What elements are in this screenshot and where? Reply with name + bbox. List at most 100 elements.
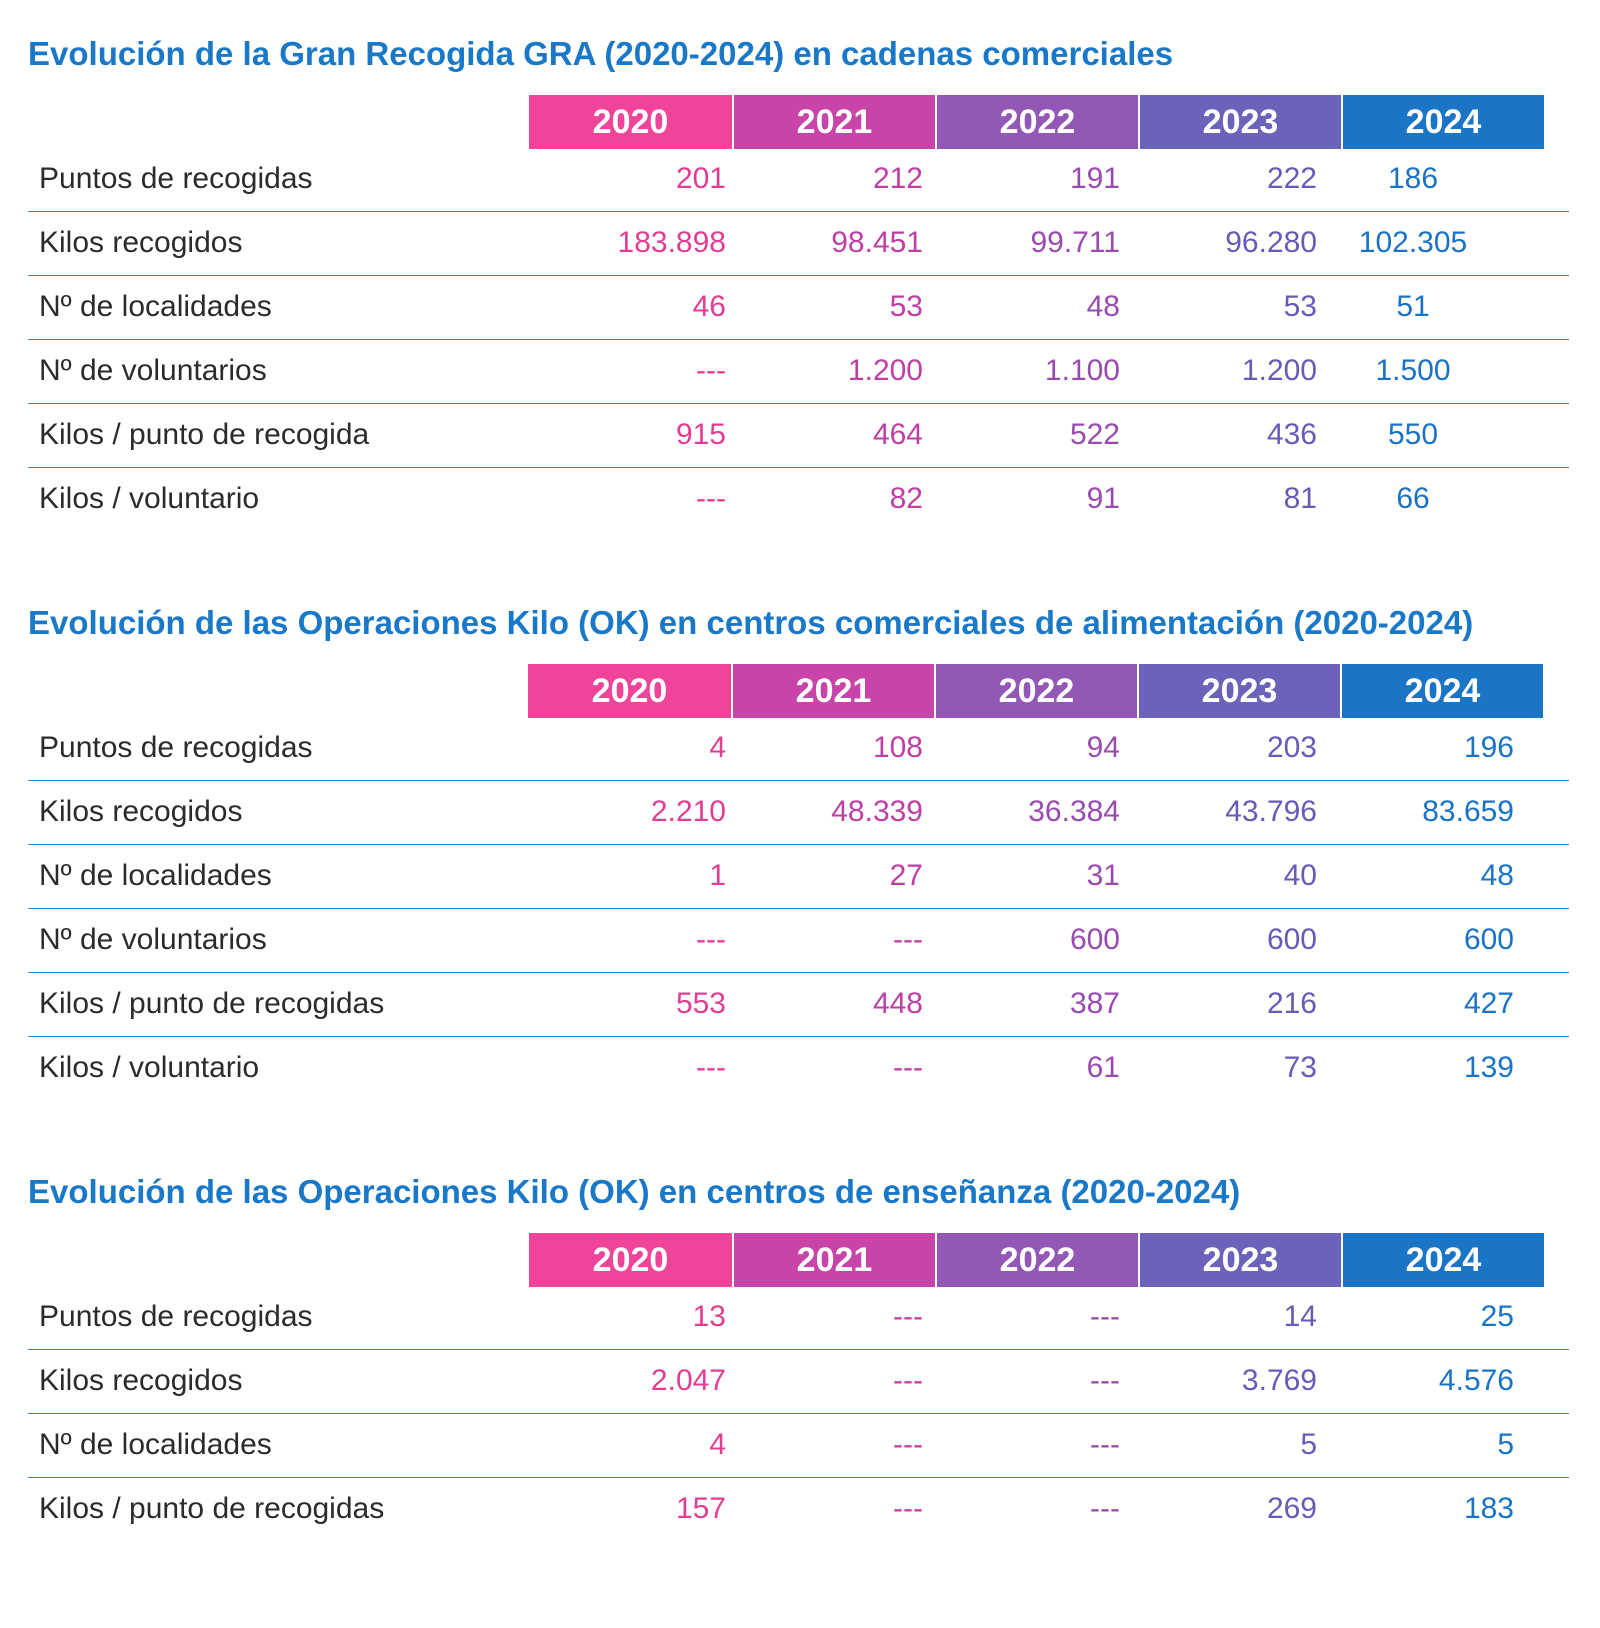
row-label: Kilos / punto de recogidas (39, 987, 385, 1020)
row-label: Nº de localidades (39, 290, 272, 323)
value-2020: 553 (675, 987, 726, 1020)
row-label: Nº de voluntarios (39, 923, 267, 956)
row-label: Kilos / punto de recogida (39, 418, 370, 451)
value-2024: 66 (1396, 482, 1430, 515)
value-2020: 13 (692, 1300, 726, 1333)
table-body: Puntos de recogidas 201 212 191 222 186 … (28, 148, 1569, 532)
row-label: Kilos recogidos (39, 795, 243, 828)
value-2022: 522 (1069, 418, 1120, 451)
table-title: Evolución de las Operaciones Kilo (OK) e… (28, 604, 1474, 641)
value-2020: --- (696, 354, 726, 387)
value-2023: 14 (1283, 1300, 1317, 1333)
row-label: Puntos de recogidas (39, 1300, 313, 1333)
value-2021: 464 (872, 418, 923, 451)
value-2022: 99.711 (1030, 226, 1120, 259)
value-2020: 4 (709, 1428, 726, 1461)
year-header-cell: 2021 (731, 664, 934, 718)
value-2021: 48.339 (831, 795, 923, 828)
year-header-cell: 2021 (732, 1233, 935, 1287)
row-label: Kilos / voluntario (39, 482, 260, 515)
year-header-cell: 2024 (1341, 1233, 1544, 1287)
value-2020: --- (696, 923, 726, 956)
table-row: Nº de localidades 4 --- --- 5 5 (28, 1414, 1569, 1478)
value-2022: 387 (1069, 987, 1120, 1020)
value-2021: 108 (872, 731, 923, 764)
row-label: Nº de localidades (39, 1428, 272, 1461)
value-2024: 102.305 (1358, 226, 1468, 259)
value-2022: --- (1090, 1492, 1120, 1525)
value-2021: --- (893, 1428, 923, 1461)
table-row: Nº de localidades 1 27 31 40 48 (28, 845, 1569, 909)
value-2023: 203 (1266, 731, 1317, 764)
value-2022: 600 (1069, 923, 1120, 956)
table-row: Nº de voluntarios --- --- 600 600 600 (28, 909, 1569, 973)
value-2024: 196 (1463, 731, 1514, 764)
value-2022: 1.100 (1044, 354, 1120, 387)
value-2022: 94 (1086, 731, 1120, 764)
row-label: Nº de localidades (39, 859, 272, 892)
value-2024: 51 (1396, 290, 1430, 323)
value-2024: 186 (1387, 162, 1439, 195)
value-2020: 1 (709, 859, 726, 892)
table-row: Kilos / voluntario --- --- 61 73 139 (28, 1037, 1569, 1101)
table-row: Kilos recogidos 2.210 48.339 36.384 43.7… (28, 781, 1569, 845)
year-header-cell: 2021 (732, 95, 935, 149)
value-2021: 27 (889, 859, 923, 892)
table-row: Puntos de recogidas 201 212 191 222 186 (28, 148, 1569, 212)
value-2022: --- (1090, 1428, 1120, 1461)
row-label: Nº de voluntarios (39, 354, 267, 387)
table-row: Kilos / punto de recogida 915 464 522 43… (28, 404, 1569, 468)
value-2024: 25 (1480, 1300, 1514, 1333)
year-header-cell: 2022 (935, 1233, 1138, 1287)
value-2023: 269 (1266, 1492, 1317, 1525)
year-header: 2020 2021 2022 2023 2024 (529, 95, 1544, 149)
value-2024: 83.659 (1422, 795, 1514, 828)
value-2024: 1.500 (1375, 354, 1451, 387)
table-row: Puntos de recogidas 13 --- --- 14 25 (28, 1286, 1569, 1350)
value-2021: 1.200 (847, 354, 923, 387)
value-2020: 915 (675, 418, 726, 451)
value-2024: 183 (1463, 1492, 1514, 1525)
value-2024: 139 (1463, 1051, 1514, 1084)
table-row: Kilos / voluntario --- 82 91 81 66 (28, 468, 1569, 532)
row-label: Kilos / punto de recogidas (39, 1492, 385, 1525)
table-row: Kilos / punto de recogidas 157 --- --- 2… (28, 1478, 1569, 1542)
value-2024: 4.576 (1438, 1364, 1514, 1397)
value-2021: 212 (872, 162, 923, 195)
value-2020: 201 (675, 162, 726, 195)
value-2023: 81 (1283, 482, 1317, 515)
year-header-cell: 2022 (934, 664, 1137, 718)
value-2023: 436 (1266, 418, 1317, 451)
table-section-gra: Evolución de la Gran Recogida GRA (2020-… (28, 34, 1588, 515)
value-2023: 43.796 (1225, 795, 1317, 828)
row-label: Puntos de recogidas (39, 162, 313, 195)
value-2022: 48 (1086, 290, 1120, 323)
value-2021: --- (893, 1051, 923, 1084)
year-header-cell: 2020 (528, 664, 731, 718)
value-2024: 5 (1497, 1428, 1514, 1461)
value-2024: 550 (1387, 418, 1439, 451)
value-2023: 3.769 (1241, 1364, 1317, 1397)
value-2023: 222 (1266, 162, 1317, 195)
row-label: Kilos recogidos (39, 1364, 243, 1397)
value-2020: 46 (692, 290, 726, 323)
table-title: Evolución de las Operaciones Kilo (OK) e… (28, 1173, 1241, 1210)
value-2022: 191 (1069, 162, 1120, 195)
value-2021: --- (893, 1300, 923, 1333)
row-label: Kilos recogidos (39, 226, 243, 259)
table-section-ok-ensenanza: Evolución de las Operaciones Kilo (OK) e… (28, 1172, 1588, 1525)
value-2023: 600 (1266, 923, 1317, 956)
value-2021: 53 (889, 290, 923, 323)
table-row: Kilos recogidos 183.898 98.451 99.711 96… (28, 212, 1569, 276)
table-title: Evolución de la Gran Recogida GRA (2020-… (28, 35, 1174, 72)
value-2022: --- (1090, 1300, 1120, 1333)
table-body: Puntos de recogidas 4 108 94 203 196 Kil… (28, 717, 1569, 1101)
value-2021: --- (893, 1492, 923, 1525)
value-2023: 53 (1283, 290, 1317, 323)
value-2022: 91 (1086, 482, 1120, 515)
table-row: Kilos / punto de recogidas 553 448 387 2… (28, 973, 1569, 1037)
table-body: Puntos de recogidas 13 --- --- 14 25 Kil… (28, 1286, 1569, 1542)
value-2020: 2.047 (650, 1364, 726, 1397)
value-2021: --- (893, 923, 923, 956)
table-row: Kilos recogidos 2.047 --- --- 3.769 4.57… (28, 1350, 1569, 1414)
